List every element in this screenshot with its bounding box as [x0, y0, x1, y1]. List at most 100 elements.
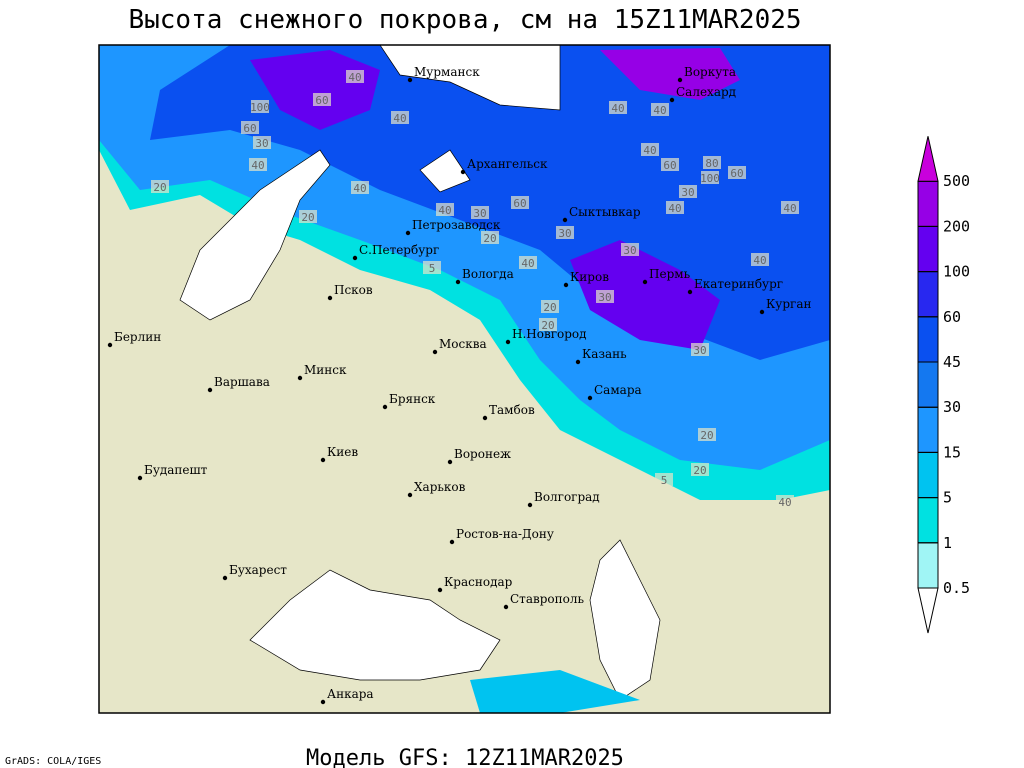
colorbar-label: 45: [943, 353, 961, 371]
city-dot: [107, 342, 113, 348]
colorbar-label: 60: [943, 308, 961, 326]
contour-label-bg: [249, 158, 267, 171]
city-label: Ростов-на-Дону: [456, 527, 554, 541]
contour-label: 40: [783, 202, 796, 215]
contour-label: 20: [700, 429, 713, 442]
contour-label: 20: [153, 181, 166, 194]
city-dot: [407, 77, 413, 83]
colorbar-label: 1: [943, 534, 952, 552]
city-dot: [669, 97, 675, 103]
contour-label: 30: [598, 291, 611, 304]
city-label: Берлин: [114, 330, 161, 344]
contour-label: 60: [243, 122, 256, 135]
contour-label-bg: [655, 473, 673, 486]
city-dot: [562, 217, 568, 223]
city-label: Казань: [582, 347, 627, 361]
contour-label-bg: [436, 203, 454, 216]
contour-label-bg: [781, 201, 799, 214]
white-sea: [419, 149, 471, 193]
contour-label-bg: [241, 121, 259, 134]
contour-label-bg: [541, 300, 559, 313]
contour-label-bg: [299, 210, 317, 223]
city-dot: [407, 492, 413, 498]
contour-label-bg: [698, 428, 716, 441]
city-dot: [460, 169, 466, 175]
colorbar-end: [917, 136, 939, 182]
contour-label-bg: [641, 143, 659, 156]
contour-label: 40: [438, 204, 451, 217]
contour-label: 20: [543, 301, 556, 314]
city-label: Курган: [766, 297, 811, 311]
city-label: Минск: [304, 363, 347, 377]
city-label: Тамбов: [489, 403, 535, 417]
caspian-sea: [589, 539, 661, 701]
city-dot: [503, 604, 509, 610]
contour-label-bg: [481, 231, 499, 244]
colorbar-box: [917, 497, 939, 544]
colorbar-box: [917, 451, 939, 499]
city-label: Брянск: [389, 392, 436, 406]
city-dot: [405, 230, 411, 236]
contour-label-bg: [751, 253, 769, 266]
contour-label: 40: [393, 112, 406, 125]
city-label: Салехард: [676, 85, 736, 99]
contour-label: 60: [513, 197, 526, 210]
colorbar-box: [917, 361, 939, 408]
city-dot: [449, 539, 455, 545]
city-dot: [207, 387, 213, 393]
city-label: Будапешт: [144, 463, 208, 477]
contour-label: 30: [255, 137, 268, 150]
contour-label-bg: [539, 318, 557, 331]
contour-label-bg: [679, 185, 697, 198]
contour-label: 20: [541, 319, 554, 332]
contour-label: 60: [315, 94, 328, 107]
city-dot: [352, 255, 358, 261]
city-label: Волгоград: [534, 490, 600, 504]
contour-label: 30: [473, 207, 486, 220]
city-dot: [482, 415, 488, 421]
contour-label: 5: [661, 474, 668, 487]
colorbar-label: 500: [943, 172, 970, 190]
contour-label: 20: [693, 464, 706, 477]
contour-label-bg: [691, 343, 709, 356]
snow-area: [570, 240, 720, 350]
city-label: Краснодар: [444, 575, 513, 589]
city-dot: [432, 349, 438, 355]
black-sea: [249, 569, 501, 681]
city-label: Сыктывкар: [569, 205, 641, 219]
contour-label-bg: [151, 180, 169, 193]
snow-area: [470, 670, 640, 713]
contour-label: 100: [250, 101, 270, 114]
contour-label: 60: [663, 159, 676, 172]
colorbar-label: 0.5: [943, 579, 970, 597]
contour-label: 30: [558, 227, 571, 240]
city-label: Киров: [570, 270, 609, 284]
city-label: Пермь: [649, 267, 691, 281]
contour-label-bg: [666, 201, 684, 214]
colorbar-box: [917, 316, 939, 363]
colorbar-box: [917, 271, 939, 318]
contour-label: 40: [353, 182, 366, 195]
map-frame: [98, 44, 831, 714]
colorbar-box: [917, 542, 939, 589]
contour-label-bg: [346, 70, 364, 83]
contour-label: 40: [611, 102, 624, 115]
contour-label-bg: [351, 181, 369, 194]
city-label: Воркута: [684, 65, 736, 79]
contour-label-bg: [651, 103, 669, 116]
contour-label-bg: [691, 463, 709, 476]
city-label: Мурманск: [414, 65, 480, 79]
city-dot: [137, 475, 143, 481]
city-dot: [642, 279, 648, 285]
city-label: Киев: [327, 445, 358, 459]
contour-label: 30: [681, 186, 694, 199]
contour-label: 40: [251, 159, 264, 172]
city-label: Псков: [334, 283, 373, 297]
contour-label-bg: [701, 171, 719, 184]
contour-label-bg: [423, 261, 441, 274]
colorbar-end: [917, 587, 939, 634]
city-dot: [320, 699, 326, 705]
colorbar-label: 5: [943, 489, 952, 507]
city-dot: [455, 279, 461, 285]
